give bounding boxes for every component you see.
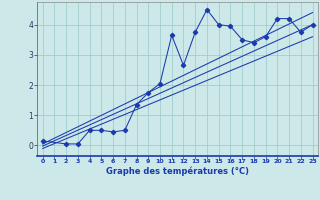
X-axis label: Graphe des températures (°C): Graphe des températures (°C) bbox=[106, 167, 249, 176]
